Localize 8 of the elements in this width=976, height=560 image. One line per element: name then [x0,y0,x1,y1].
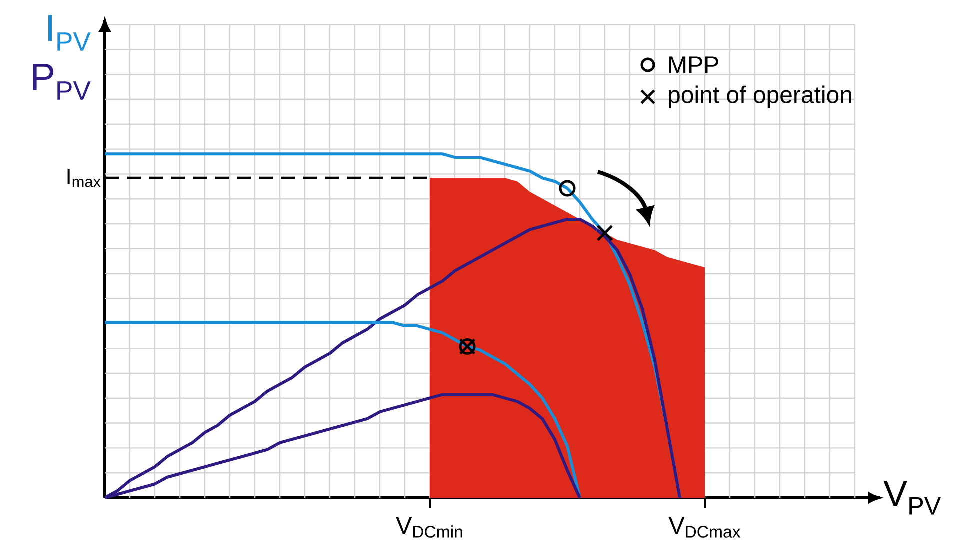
x-tick-label: V$_{DCmin}$ [396,518,462,538]
x-tick-label: V$_{DCmax}$ [668,518,741,538]
y-axis-title: I$_{PV}$ [48,15,91,51]
legend-label: MPP [670,56,718,74]
legend-label: point of operation [669,86,852,108]
ref-line-label: I$_{max}$ [68,168,101,188]
x-axis-title: V$_{PV}$ [884,481,942,515]
y2-axis-title: P$_{PV}$ [33,64,91,100]
